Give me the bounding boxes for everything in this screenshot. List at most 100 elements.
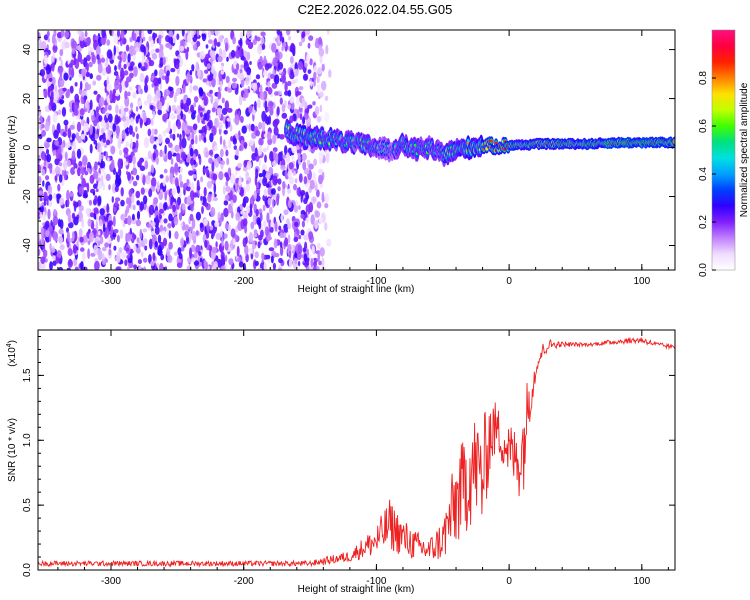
colorbar-tick-label: 0.4	[698, 167, 709, 181]
noise-blob	[303, 176, 308, 185]
noise-blob	[211, 125, 217, 136]
noise-blob	[184, 94, 188, 100]
noise-blob	[102, 259, 106, 266]
noise-blob	[248, 247, 253, 254]
noise-blob	[211, 261, 214, 267]
x-tick-label: -300	[101, 576, 121, 587]
noise-blob	[225, 119, 229, 130]
noise-blob	[64, 41, 70, 49]
noise-blob	[85, 72, 90, 77]
noise-blob	[143, 100, 148, 106]
snr-series-line	[38, 337, 675, 568]
y-tick-label: -20	[22, 189, 33, 204]
noise-blob	[148, 188, 153, 198]
noise-blob	[192, 123, 198, 131]
noise-blob	[245, 77, 250, 86]
noise-blob	[273, 238, 278, 249]
noise-blob	[123, 107, 129, 112]
noise-blob	[83, 95, 88, 100]
noise-blob	[66, 189, 70, 201]
noise-blob	[40, 226, 45, 238]
noise-blob	[71, 133, 76, 140]
noise-blob	[230, 173, 236, 184]
noise-blob	[246, 66, 252, 76]
noise-blob	[179, 139, 182, 150]
noise-blob	[186, 185, 191, 192]
noise-blob	[66, 159, 71, 168]
noise-blob	[232, 137, 237, 145]
noise-blob	[108, 104, 112, 111]
noise-blob	[106, 83, 112, 92]
noise-blob	[173, 251, 178, 256]
noise-blob	[236, 63, 240, 71]
noise-blob	[76, 30, 80, 35]
noise-blob	[278, 225, 282, 231]
noise-blob	[132, 167, 138, 176]
noise-blob	[149, 104, 154, 110]
noise-blob	[249, 61, 252, 65]
noise-blob	[242, 218, 248, 227]
noise-blob	[301, 97, 305, 107]
noise-blob	[284, 228, 288, 233]
noise-blob	[244, 244, 249, 256]
noise-blob	[195, 230, 199, 236]
noise-blob	[324, 193, 330, 203]
noise-blob	[190, 138, 195, 145]
noise-blob	[277, 151, 283, 162]
noise-blob	[308, 144, 311, 153]
noise-blob	[308, 201, 314, 213]
noise-blob	[206, 63, 211, 70]
noise-blob	[43, 191, 48, 199]
noise-blob	[162, 56, 166, 65]
noise-blob	[262, 147, 268, 153]
noise-blob	[181, 137, 187, 149]
noise-blob	[45, 64, 52, 75]
noise-blob	[155, 139, 160, 146]
x-tick-label: -100	[366, 276, 386, 287]
noise-blob	[181, 203, 186, 211]
noise-blob	[253, 229, 258, 235]
noise-blob	[291, 143, 297, 154]
noise-blob	[157, 234, 162, 244]
noise-blob	[78, 205, 84, 212]
noise-blob	[312, 265, 317, 270]
noise-blob	[105, 173, 111, 182]
noise-blob	[90, 252, 96, 257]
noise-blob	[176, 196, 182, 206]
noise-blob	[143, 137, 150, 149]
noise-blob	[295, 91, 302, 96]
noise-blob	[276, 106, 280, 116]
noise-blob	[108, 220, 114, 227]
noise-blob	[242, 166, 248, 172]
noise-blob	[258, 150, 261, 156]
noise-blob	[100, 127, 105, 134]
noise-blob	[120, 214, 124, 219]
noise-blob	[276, 194, 280, 206]
noise-blob	[263, 55, 267, 63]
x-tick-label: 100	[633, 276, 650, 287]
noise-blob	[310, 258, 314, 268]
noise-blob	[155, 48, 160, 53]
noise-blob	[272, 262, 276, 270]
noise-blob	[174, 177, 179, 187]
noise-blob	[314, 210, 321, 218]
noise-blob	[170, 112, 175, 121]
noise-blob	[272, 198, 275, 209]
noise-blob	[159, 224, 164, 233]
noise-blob	[207, 75, 213, 82]
noise-blob	[63, 159, 67, 171]
noise-blob	[44, 249, 48, 257]
noise-blob	[72, 140, 77, 152]
noise-blob	[198, 88, 204, 97]
noise-blob	[85, 208, 90, 215]
noise-blob	[59, 244, 65, 251]
noise-blob	[305, 194, 310, 200]
noise-blob	[245, 172, 250, 177]
noise-blob	[125, 247, 130, 252]
noise-blob	[81, 167, 85, 176]
noise-blob	[115, 171, 119, 180]
noise-blob	[130, 138, 133, 149]
noise-blob	[136, 210, 141, 220]
noise-blob	[38, 164, 41, 174]
noise-blob	[156, 181, 160, 192]
